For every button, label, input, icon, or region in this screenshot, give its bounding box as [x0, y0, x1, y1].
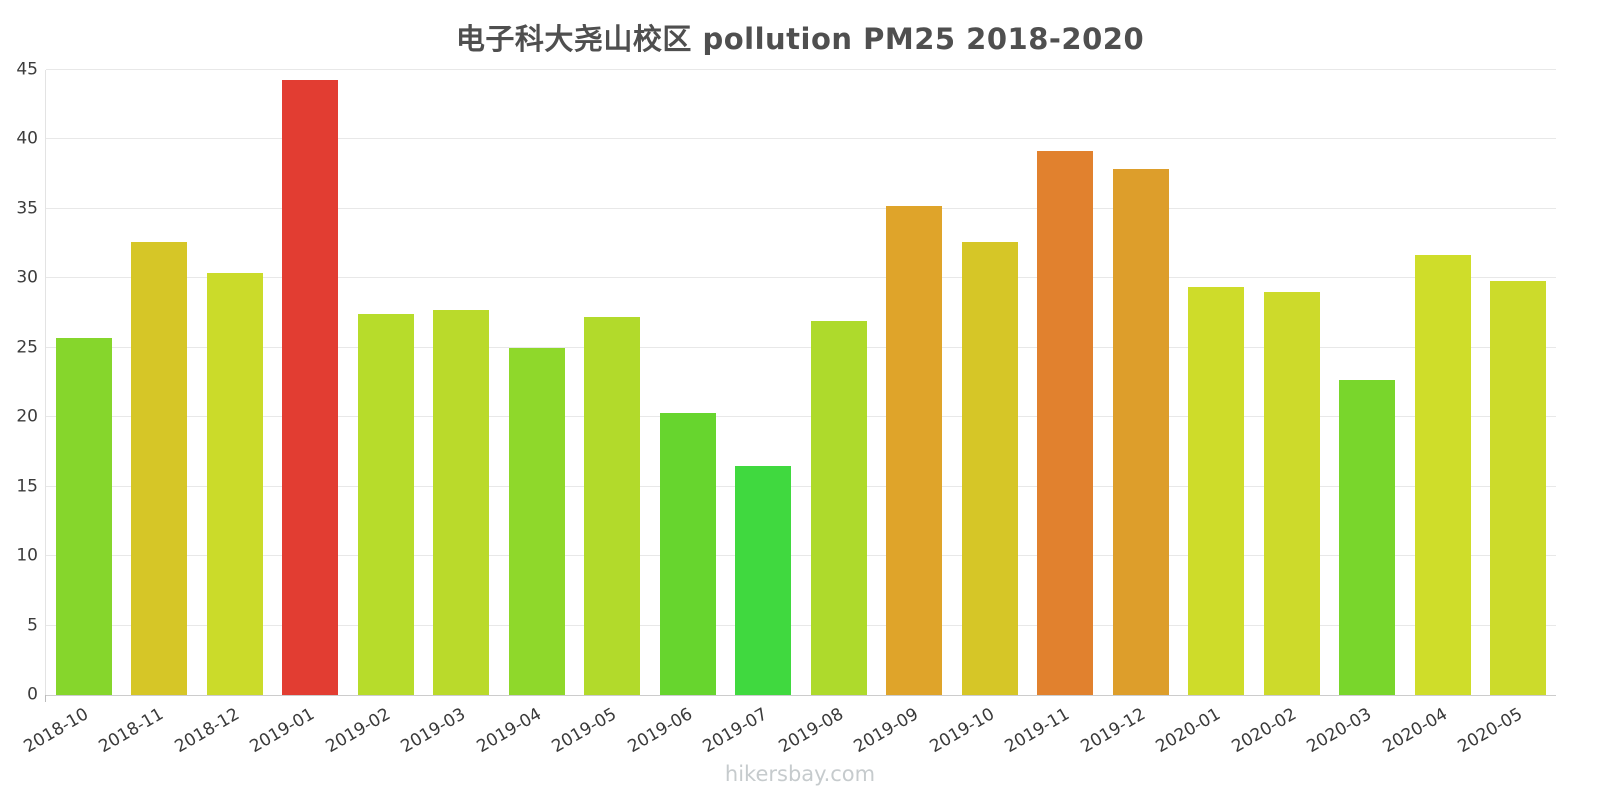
x-tick-label-2018-12: 2018-12	[171, 704, 243, 758]
origin-tick	[45, 695, 46, 702]
x-tick-label-2019-03: 2019-03	[397, 704, 470, 758]
x-tick-label-2020-04: 2020-04	[1379, 704, 1451, 758]
y-tick-label-30: 30	[16, 267, 38, 288]
bar-2018-11[interactable]	[131, 242, 188, 695]
bar-2019-07[interactable]	[735, 465, 792, 695]
y-tick-label-20: 20	[16, 406, 38, 427]
x-tick-label-2020-05: 2020-05	[1454, 704, 1527, 758]
x-tick-label-2020-02: 2020-02	[1228, 704, 1300, 758]
y-tick-label-40: 40	[16, 128, 38, 149]
bar-2019-01[interactable]	[282, 79, 339, 695]
bar-2020-04[interactable]	[1414, 254, 1471, 695]
x-tick-label-2019-08: 2019-08	[775, 704, 847, 758]
bar-2020-03[interactable]	[1339, 379, 1396, 695]
y-tick-label-10: 10	[16, 545, 38, 566]
x-tick-label-2019-05: 2019-05	[548, 704, 621, 758]
bar-2019-09[interactable]	[886, 206, 943, 695]
x-tick-label-2019-07: 2019-07	[699, 704, 772, 758]
bar-2019-06[interactable]	[659, 413, 716, 695]
gridline-45	[46, 69, 1556, 70]
y-tick-label-15: 15	[16, 476, 38, 497]
x-tick-label-2019-04: 2019-04	[473, 704, 545, 758]
y-tick-label-35: 35	[16, 198, 38, 219]
bar-2020-02[interactable]	[1263, 292, 1320, 695]
x-tick-label-2019-09: 2019-09	[850, 704, 923, 758]
gridline-10	[46, 555, 1556, 557]
x-tick-label-2019-12: 2019-12	[1077, 704, 1149, 758]
gridline-40	[46, 138, 1556, 140]
x-tick-label-2020-03: 2020-03	[1303, 704, 1376, 758]
x-tick-label-2019-06: 2019-06	[624, 704, 696, 758]
gridline-15	[46, 485, 1556, 487]
x-tick-label-2018-11: 2018-11	[95, 704, 168, 758]
gridline-20	[46, 416, 1556, 418]
bar-2019-05[interactable]	[584, 317, 641, 695]
gridline-5	[46, 624, 1556, 626]
x-tick-label-2019-10: 2019-10	[926, 704, 998, 758]
chart-title: 电子科大尧山校区 pollution PM25 2018-2020	[455, 22, 1145, 56]
plot-area	[45, 69, 1556, 702]
watermark-text: hikersbay.com	[724, 762, 876, 786]
x-tick-label-2019-11: 2019-11	[1001, 704, 1074, 758]
bar-2019-12[interactable]	[1112, 168, 1169, 695]
bar-2019-03[interactable]	[433, 310, 490, 695]
bar-2019-11[interactable]	[1037, 150, 1094, 695]
bar-2020-01[interactable]	[1188, 286, 1245, 695]
x-tick-label-2019-02: 2019-02	[322, 704, 394, 758]
x-tick-label-2019-01: 2019-01	[246, 704, 319, 758]
gridline-35	[46, 207, 1556, 209]
bar-2019-10[interactable]	[961, 242, 1018, 695]
bar-2019-08[interactable]	[810, 321, 867, 695]
y-tick-label-0: 0	[27, 684, 38, 705]
y-axis: 0 5 10 15 20 25 30 35 40 45	[0, 61, 38, 703]
y-tick-label-25: 25	[16, 337, 38, 358]
gridline-25	[46, 346, 1556, 348]
bar-2019-04[interactable]	[508, 347, 565, 695]
bar-2018-10[interactable]	[55, 338, 112, 695]
x-tick-label-2018-10: 2018-10	[20, 704, 92, 758]
y-tick-label-5: 5	[27, 615, 38, 636]
bar-2018-12[interactable]	[206, 272, 263, 695]
bar-2019-02[interactable]	[357, 314, 414, 695]
y-tick-label-45: 45	[16, 59, 38, 80]
x-tick-label-2020-01: 2020-01	[1152, 704, 1225, 758]
bar-2020-05[interactable]	[1490, 281, 1547, 695]
gridline-30	[46, 277, 1556, 279]
